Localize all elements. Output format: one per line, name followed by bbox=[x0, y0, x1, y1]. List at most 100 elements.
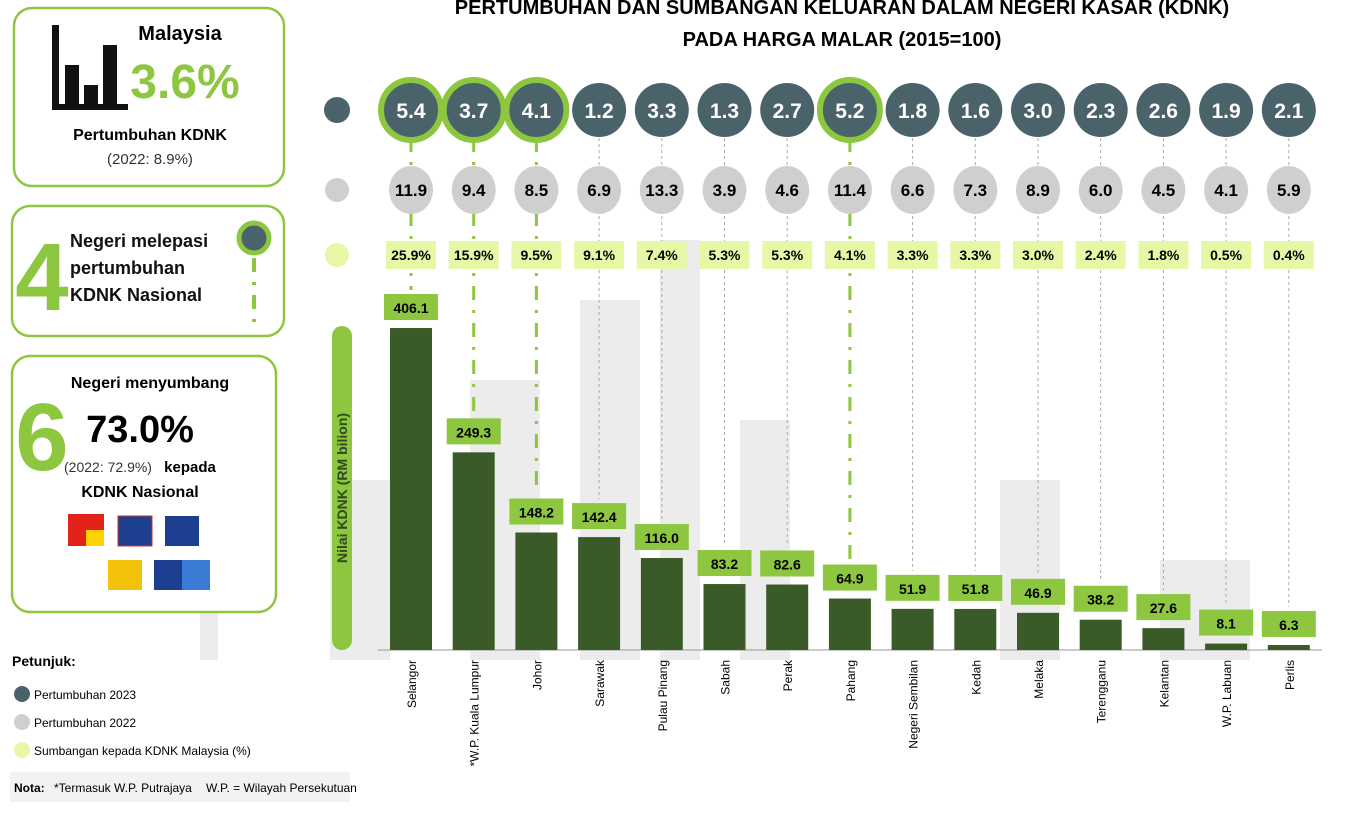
panel-number: 4 bbox=[15, 224, 68, 331]
panel-text: kepada bbox=[164, 459, 216, 476]
growth-2023-label: 2.1 bbox=[1274, 100, 1304, 123]
growth-2023-label: 1.2 bbox=[584, 100, 613, 123]
growth-2022-label: 6.0 bbox=[1089, 181, 1113, 200]
growth-2023-label: 1.3 bbox=[710, 100, 739, 123]
panel-value: 3.6% bbox=[130, 56, 239, 109]
x-tick-label: Perak bbox=[781, 659, 795, 691]
contribution-label: 3.0% bbox=[1022, 247, 1054, 263]
growth-2022-label: 4.1 bbox=[1214, 181, 1238, 200]
growth-2022-label: 11.9 bbox=[395, 181, 427, 200]
contribution-label: 5.3% bbox=[709, 247, 741, 263]
x-tick-label: Perlis bbox=[1283, 660, 1297, 690]
row-marker bbox=[325, 243, 349, 267]
bar bbox=[641, 558, 683, 650]
bar bbox=[1017, 613, 1059, 650]
growth-2022-label: 11.4 bbox=[834, 181, 867, 200]
growth-2023-label: 2.3 bbox=[1086, 100, 1115, 123]
contribution-label: 3.3% bbox=[897, 247, 929, 263]
growth-2023-label: 2.6 bbox=[1149, 100, 1178, 123]
growth-2022-label: 8.9 bbox=[1026, 181, 1050, 200]
bar-label: 116.0 bbox=[645, 530, 679, 546]
contribution-label: 2.4% bbox=[1085, 247, 1117, 263]
row-marker bbox=[325, 178, 349, 202]
growth-2022-label: 6.9 bbox=[587, 181, 611, 200]
bar bbox=[578, 537, 620, 650]
bar bbox=[1142, 628, 1184, 650]
bar-label: 64.9 bbox=[836, 571, 863, 587]
contribution-label: 3.3% bbox=[959, 247, 991, 263]
x-tick-label: Terengganu bbox=[1095, 660, 1109, 723]
x-tick-label: Sarawak bbox=[593, 659, 607, 707]
panel-label: Pertumbuhan KDNK bbox=[73, 127, 227, 144]
bar-label: 27.6 bbox=[1150, 600, 1177, 616]
bar bbox=[390, 328, 432, 650]
bar-label: 142.4 bbox=[582, 509, 617, 525]
bar bbox=[766, 585, 808, 650]
growth-2022-label: 13.3 bbox=[645, 181, 678, 200]
bar bbox=[892, 609, 934, 650]
bar-label: 51.9 bbox=[899, 581, 926, 597]
contribution-label: 9.5% bbox=[520, 247, 552, 263]
contribution-label: 5.3% bbox=[771, 247, 803, 263]
growth-2022-label: 4.6 bbox=[775, 181, 799, 200]
x-tick-label: Johor bbox=[530, 660, 544, 690]
panel-text-box: Negeri melepasi pertumbuhan KDNK Nasiona… bbox=[70, 228, 240, 318]
bar bbox=[515, 532, 557, 650]
bar bbox=[1205, 644, 1247, 650]
bar-label: 148.2 bbox=[519, 504, 554, 520]
panel-note: (2022: 8.9%) bbox=[107, 151, 193, 168]
contribution-label: 1.8% bbox=[1147, 247, 1179, 263]
bar-label: 46.9 bbox=[1024, 585, 1051, 601]
growth-2023-label: 3.3 bbox=[647, 100, 676, 123]
panel-text: Negeri menyumbang bbox=[71, 375, 229, 392]
bar bbox=[1268, 645, 1310, 650]
growth-2023-label: 3.0 bbox=[1023, 100, 1052, 123]
panel-title: Malaysia bbox=[138, 23, 222, 45]
panel-number: 6 bbox=[15, 384, 68, 491]
contribution-label: 7.4% bbox=[646, 247, 678, 263]
growth-2023-label: 1.9 bbox=[1211, 100, 1240, 123]
contribution-label: 15.9% bbox=[454, 247, 494, 263]
x-tick-label: Pahang bbox=[844, 660, 858, 701]
x-tick-label: W.P. Labuan bbox=[1220, 660, 1234, 727]
growth-2023-label: 2.7 bbox=[773, 100, 802, 123]
growth-2023-label: 5.2 bbox=[835, 100, 864, 123]
legend-label: Pertumbuhan 2022 bbox=[34, 716, 136, 730]
x-tick-label: Negeri Sembilan bbox=[907, 660, 921, 749]
bar-label: 82.6 bbox=[774, 557, 801, 573]
footnote-text: W.P. = Wilayah Persekutuan bbox=[206, 781, 357, 795]
footnote-label: Nota: bbox=[14, 781, 45, 795]
contribution-label: 25.9% bbox=[391, 247, 431, 263]
x-tick-label: Sabah bbox=[719, 660, 733, 695]
bar-label: 406.1 bbox=[393, 300, 428, 316]
contribution-label: 0.5% bbox=[1210, 247, 1242, 263]
panel-text: KDNK Nasional bbox=[81, 484, 198, 501]
bar-label: 51.8 bbox=[962, 581, 989, 597]
bar-label: 8.1 bbox=[1216, 616, 1236, 632]
bar bbox=[1080, 620, 1122, 650]
growth-2022-label: 3.9 bbox=[713, 181, 737, 200]
growth-2022-label: 5.9 bbox=[1277, 181, 1301, 200]
legend-label: Sumbangan kepada KDNK Malaysia (%) bbox=[34, 744, 251, 758]
legend-label: Pertumbuhan 2023 bbox=[34, 688, 136, 702]
growth-2023-label: 4.1 bbox=[522, 100, 552, 123]
legend-marker bbox=[14, 714, 30, 730]
bar-label: 249.3 bbox=[456, 424, 491, 440]
growth-2023-label: 1.8 bbox=[898, 100, 928, 123]
infographic: Malaysia 3.6% Pertumbuhan KDNK (2022: 8.… bbox=[0, 0, 1370, 811]
footnote-text: *Termasuk W.P. Putrajaya bbox=[54, 781, 192, 795]
contribution-label: 4.1% bbox=[834, 247, 866, 263]
growth-2022-label: 9.4 bbox=[462, 181, 486, 200]
legend-title: Petunjuk: bbox=[12, 653, 76, 669]
bar-label: 6.3 bbox=[1279, 617, 1299, 633]
bar bbox=[954, 609, 996, 650]
growth-2023-label: 1.6 bbox=[961, 100, 990, 123]
row-marker bbox=[324, 97, 350, 123]
panel-text: Negeri melepasi pertumbuhan KDNK Nasiona… bbox=[70, 228, 240, 309]
legend-marker bbox=[14, 742, 30, 758]
bar-label: 38.2 bbox=[1087, 592, 1114, 608]
bar bbox=[704, 584, 746, 650]
y-axis-label: Nilai KDNK (RM bilion) bbox=[334, 413, 350, 563]
chart-subtitle: PADA HARGA MALAR (2015=100) bbox=[683, 29, 1002, 51]
x-tick-label: Melaka bbox=[1032, 660, 1046, 699]
